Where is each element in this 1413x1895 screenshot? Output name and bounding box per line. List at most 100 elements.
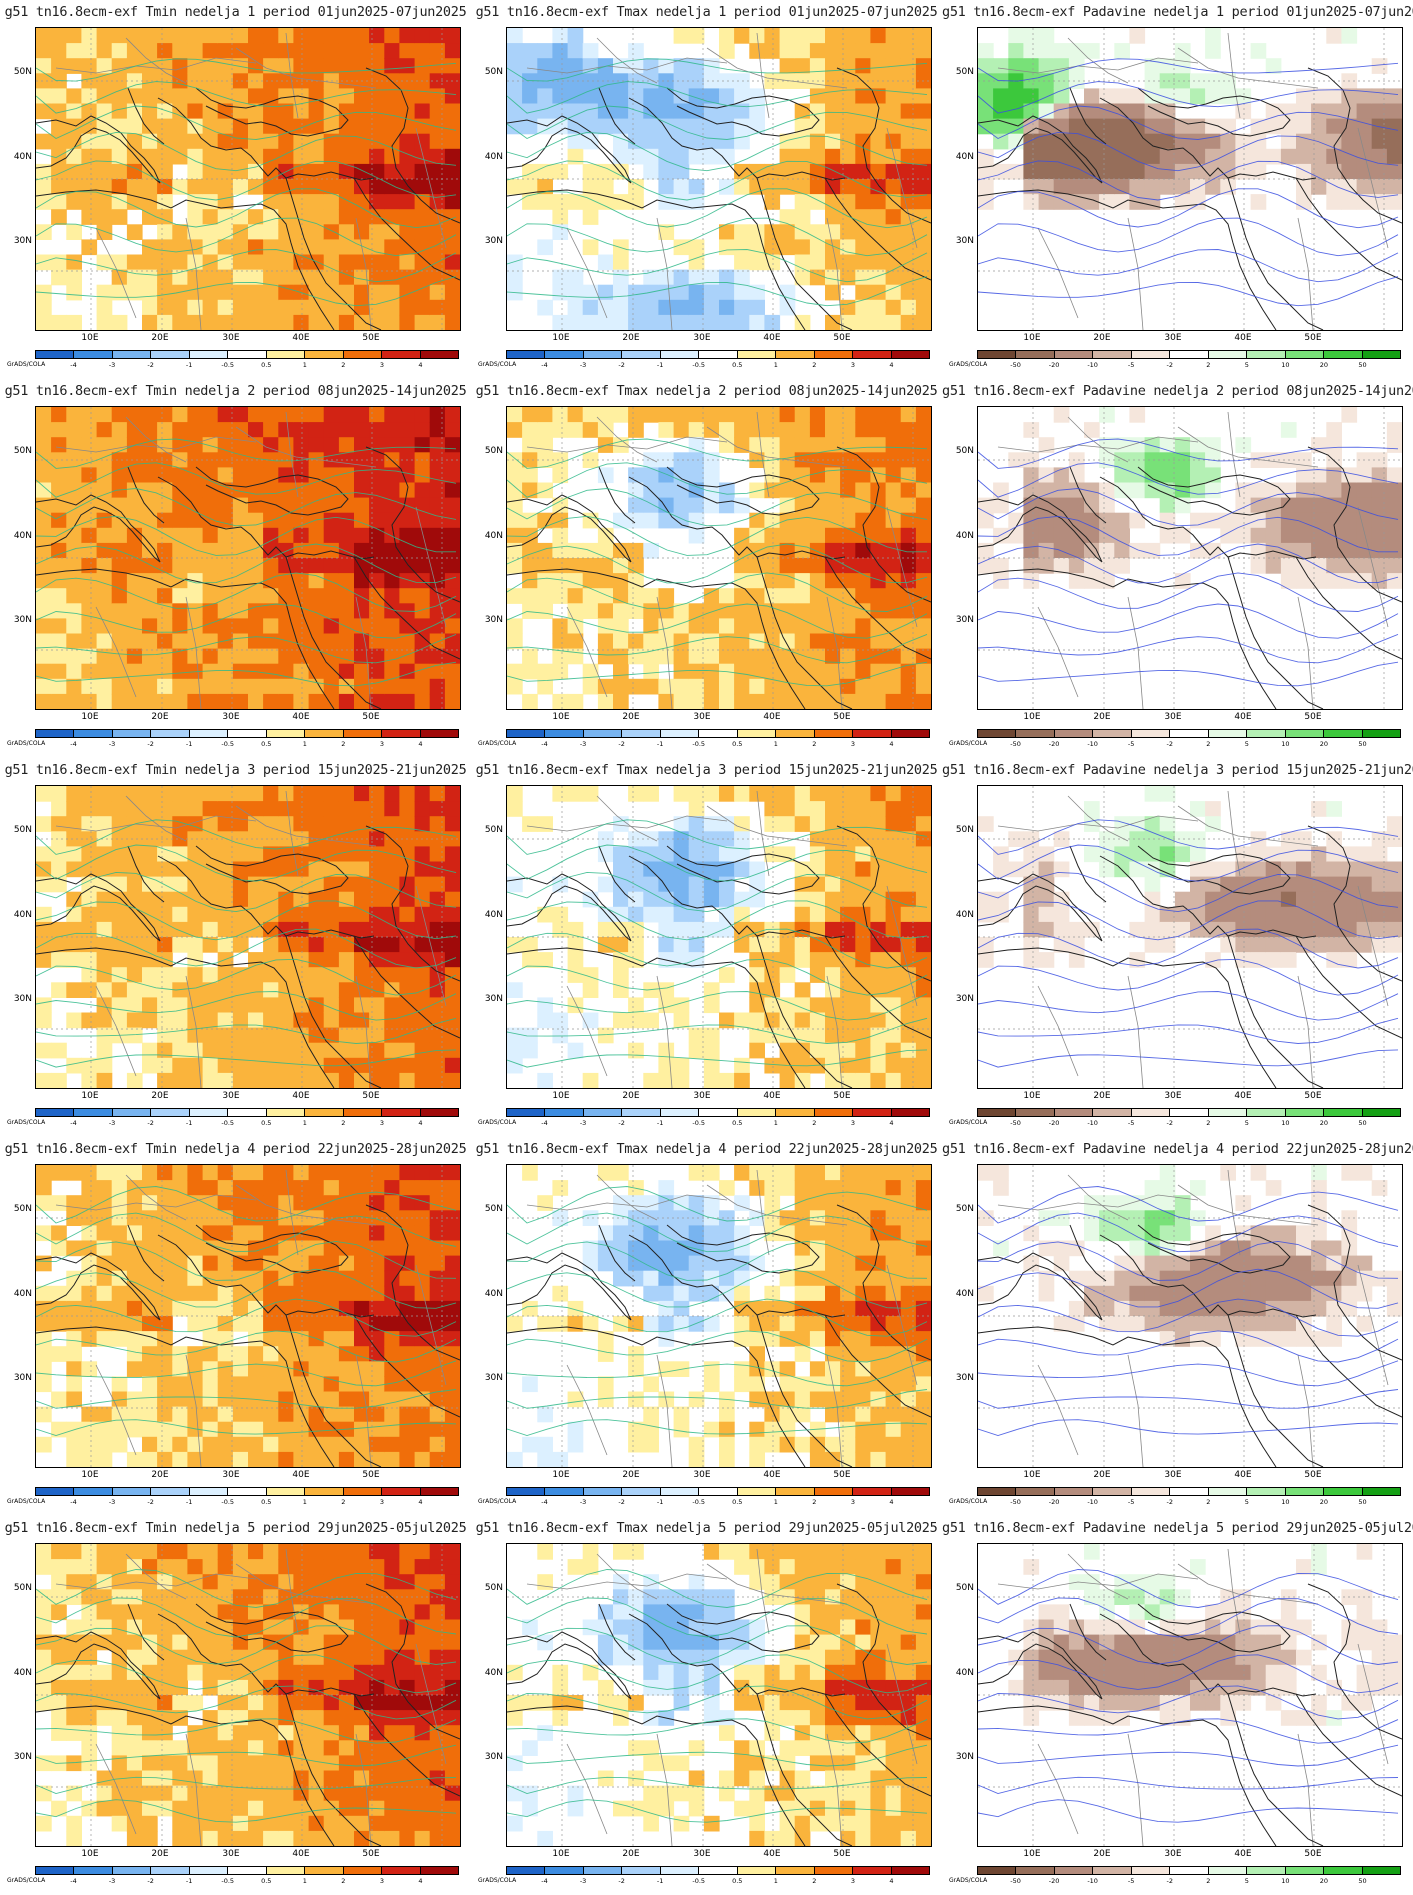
field-cell xyxy=(855,1225,871,1242)
field-cell xyxy=(1326,482,1342,499)
field-cell xyxy=(567,299,584,316)
field-cell xyxy=(414,846,431,863)
field-cell xyxy=(444,28,460,44)
field-cell xyxy=(825,1406,841,1423)
field-cell xyxy=(414,648,431,665)
field-cell xyxy=(870,937,887,953)
field-cell xyxy=(1023,876,1040,893)
field-cell xyxy=(673,118,690,135)
field-cell xyxy=(429,58,446,74)
field-cell xyxy=(900,209,917,225)
colorbar-label: 0.5 xyxy=(732,740,743,748)
field-cell xyxy=(202,921,219,938)
field-cell xyxy=(552,527,569,544)
field-cell xyxy=(870,254,887,271)
field-cell xyxy=(354,1255,370,1272)
field-cell xyxy=(978,937,994,953)
field-cell xyxy=(855,527,871,544)
colorbar-label: -20 xyxy=(1048,361,1060,369)
field-cell xyxy=(111,982,128,998)
field-cell xyxy=(764,314,781,330)
field-cell xyxy=(1265,876,1282,893)
field-cell xyxy=(323,43,340,59)
field-cell xyxy=(354,1240,370,1257)
field-cell xyxy=(703,1195,720,1211)
field-cell xyxy=(794,467,811,484)
field-cell xyxy=(126,1346,143,1362)
field-cell xyxy=(66,314,82,330)
field-cell xyxy=(384,314,400,330)
field-cell xyxy=(855,801,871,817)
field-cell xyxy=(96,588,113,604)
longitude-label: 10E xyxy=(1023,712,1041,722)
field-cell xyxy=(36,1012,52,1029)
field-cell xyxy=(248,1042,264,1059)
field-cell xyxy=(719,497,735,514)
field-cell xyxy=(248,891,264,908)
field-cell xyxy=(643,88,659,105)
field-cell xyxy=(1190,148,1206,165)
field-cell xyxy=(202,437,219,453)
field-cell xyxy=(399,846,416,863)
field-cell xyxy=(688,1270,705,1287)
field-cell xyxy=(278,1057,294,1074)
field-cell xyxy=(978,148,994,165)
field-cell xyxy=(764,179,781,195)
field-cell xyxy=(66,952,82,968)
field-cell xyxy=(507,1316,523,1332)
field-cell xyxy=(187,1346,204,1362)
field-cell xyxy=(202,194,219,210)
field-cell xyxy=(794,269,811,286)
field-cell xyxy=(399,163,416,180)
field-cell xyxy=(885,663,902,680)
field-cell xyxy=(870,224,887,240)
field-cell xyxy=(51,437,67,453)
field-cell xyxy=(1341,846,1358,863)
field-cell xyxy=(1114,558,1130,574)
field-cell xyxy=(248,1165,264,1181)
field-cell xyxy=(232,1300,249,1317)
field-cell xyxy=(567,1421,584,1438)
field-cell xyxy=(187,1180,204,1196)
field-cell xyxy=(217,573,234,589)
field-cell xyxy=(172,1285,188,1302)
field-cell xyxy=(308,239,325,256)
field-cell xyxy=(703,1165,720,1181)
field-cell xyxy=(293,422,310,438)
field-cell xyxy=(36,179,52,195)
field-cell xyxy=(429,1300,446,1317)
longitude-label: 20E xyxy=(1093,333,1111,343)
field-cell xyxy=(1174,467,1191,484)
colorbar-swatch xyxy=(305,1109,344,1116)
field-cell xyxy=(993,861,1009,878)
field-cell xyxy=(915,239,931,256)
field-cell xyxy=(369,603,385,619)
field-cell xyxy=(217,73,234,89)
field-cell xyxy=(217,906,234,923)
field-cell xyxy=(429,618,446,635)
field-cell xyxy=(779,816,796,832)
field-cell xyxy=(369,1346,385,1362)
field-cell xyxy=(384,1165,400,1181)
field-cell xyxy=(658,58,675,74)
field-cell xyxy=(399,786,416,802)
field-cell xyxy=(414,299,431,316)
field-cell xyxy=(900,891,917,908)
field-cell xyxy=(870,1057,887,1074)
field-cell xyxy=(1296,163,1312,180)
field-cell xyxy=(308,437,325,453)
field-cell xyxy=(1144,876,1161,893)
field-cell xyxy=(81,1012,98,1029)
field-cell xyxy=(1341,88,1358,105)
colorbar-label: -0.5 xyxy=(221,740,235,748)
field-cell xyxy=(232,1027,249,1044)
field-cell xyxy=(308,482,325,499)
field-cell xyxy=(1220,118,1236,135)
field-cell xyxy=(840,1421,856,1438)
field-cell xyxy=(142,88,158,105)
field-cell xyxy=(1068,937,1085,953)
field-cell xyxy=(414,314,431,330)
field-cell xyxy=(552,422,569,438)
field-cell xyxy=(779,633,796,650)
field-cell xyxy=(1250,43,1267,59)
